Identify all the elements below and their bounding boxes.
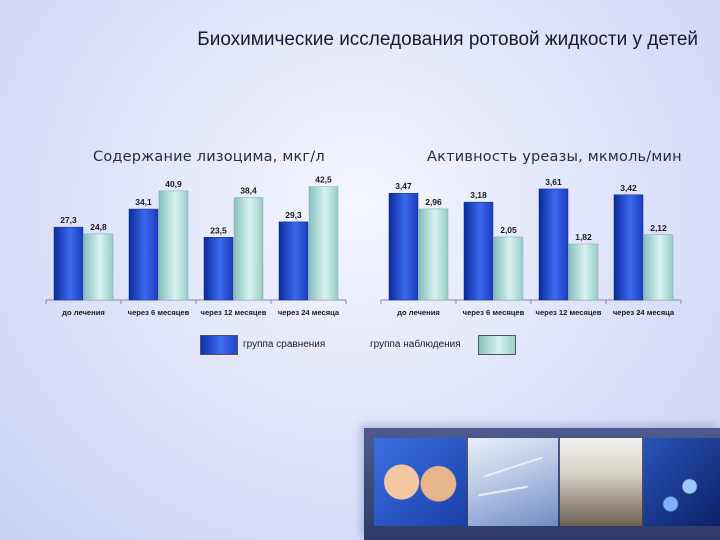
x-tick-label-1: через 6 месяцев (128, 308, 190, 317)
bar-observation-0 (418, 208, 449, 301)
data-label-observation-0: 24,8 (90, 222, 107, 232)
urease-bar-chart: 3,47 2,96 до лечения 3,18 2,05 через 6 месяце… (380, 177, 682, 317)
x-tick-label-2: через 12 месяцев (536, 308, 602, 317)
x-tick-label-2: через 12 месяцев (201, 308, 267, 317)
data-label-comparison-1: 34,1 (135, 197, 152, 207)
bar-comparison-2 (538, 188, 569, 301)
data-label-comparison-3: 3,42 (620, 183, 637, 193)
data-label-comparison-0: 3,47 (395, 181, 412, 191)
x-tick-label-0: до лечения (62, 308, 105, 317)
data-label-observation-2: 1,82 (575, 232, 592, 242)
bar-comparison-0 (388, 192, 419, 301)
legend: группа сравнения группа наблюдения (0, 331, 720, 355)
dental-tools-photo (468, 438, 558, 526)
dental-clinic-photo (560, 438, 642, 526)
data-label-comparison-1: 3,18 (470, 190, 487, 200)
bar-observation-3 (643, 234, 674, 301)
data-label-comparison-2: 3,61 (545, 177, 562, 187)
bar-observation-1 (158, 190, 189, 301)
data-label-observation-0: 2,96 (425, 197, 442, 207)
photo-strip (364, 428, 720, 540)
bar-comparison-2 (203, 237, 234, 301)
data-label-comparison-3: 29,3 (285, 210, 302, 220)
urease-chart-title: Активность уреазы, мкмоль/мин (427, 149, 682, 165)
medicine-pills-photo (644, 438, 720, 526)
bar-comparison-1 (128, 208, 159, 301)
lysozyme-bar-chart: 27,3 24,8 до лечения 34,1 40,9 через 6 месяце… (45, 175, 347, 317)
bar-observation-0 (83, 233, 114, 301)
legend-label-observation: группа наблюдения (370, 339, 461, 350)
bar-comparison-3 (278, 221, 309, 301)
legend-swatch-comparison (200, 335, 238, 355)
bar-comparison-1 (463, 201, 494, 301)
x-tick-label-0: до лечения (397, 308, 440, 317)
page-title: Биохимические исследования ротовой жидко… (197, 29, 698, 50)
x-tick-label-3: через 24 месяца (613, 308, 675, 317)
bar-comparison-0 (53, 226, 84, 301)
legend-label-comparison: группа сравнения (243, 339, 326, 350)
bar-observation-3 (308, 186, 339, 301)
lysozyme-chart-title: Содержание лизоцима, мкг/л (93, 149, 325, 165)
children-photo (374, 438, 466, 526)
data-label-observation-1: 2,05 (500, 225, 517, 235)
data-label-observation-1: 40,9 (165, 179, 182, 189)
data-label-comparison-2: 23,5 (210, 225, 227, 235)
data-label-comparison-0: 27,3 (60, 215, 77, 225)
bar-observation-2 (233, 197, 264, 301)
bar-observation-1 (493, 236, 524, 301)
data-label-observation-3: 2,12 (650, 223, 667, 233)
data-label-observation-2: 38,4 (240, 186, 257, 196)
legend-swatch-observation (478, 335, 516, 355)
bar-comparison-3 (613, 194, 644, 301)
bar-observation-2 (568, 243, 599, 301)
data-label-observation-3: 42,5 (315, 175, 332, 185)
x-tick-label-3: через 24 месяца (278, 308, 340, 317)
x-tick-label-1: через 6 месяцев (463, 308, 525, 317)
